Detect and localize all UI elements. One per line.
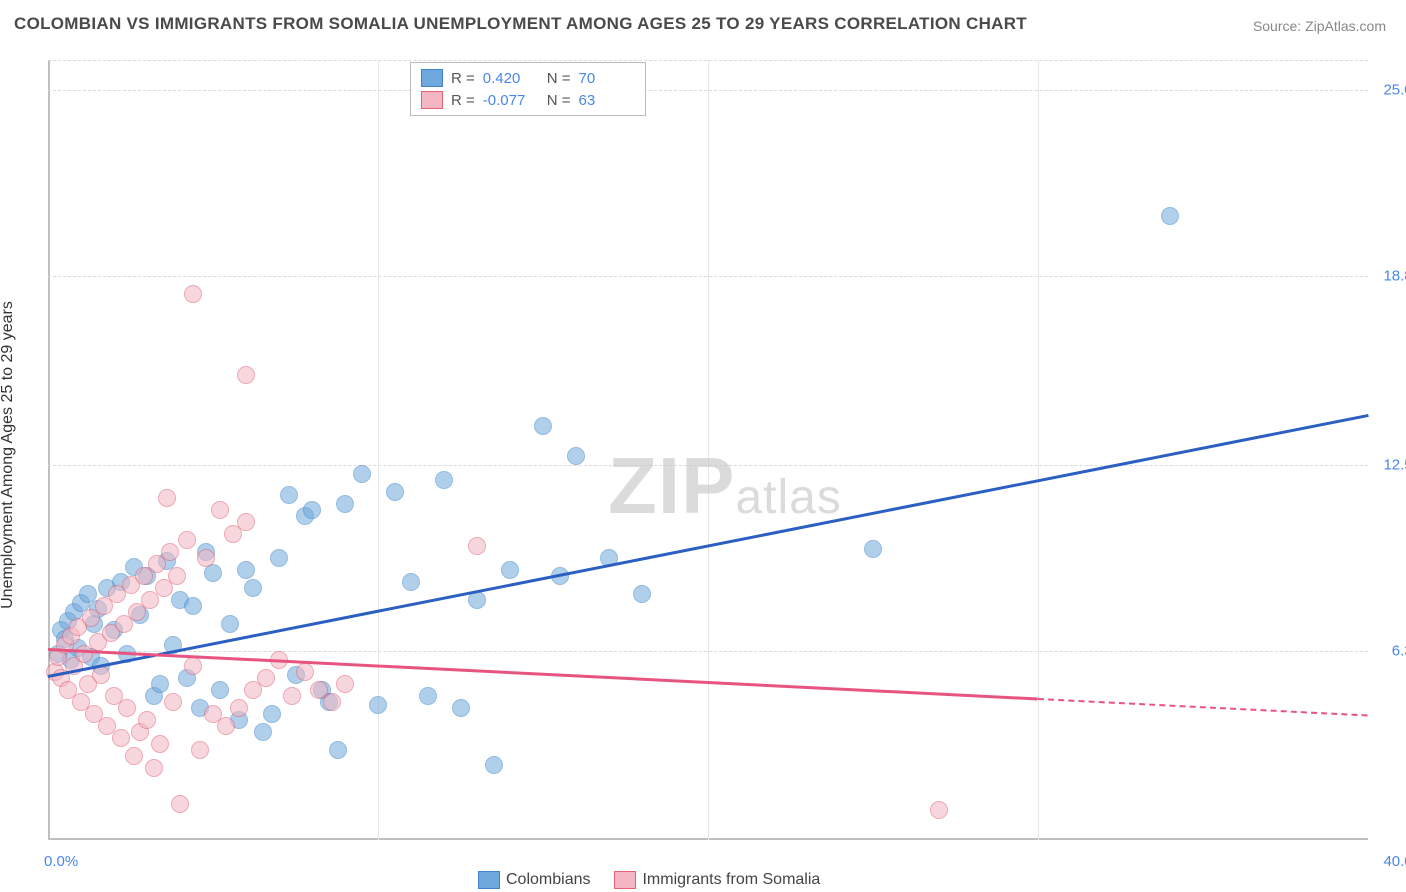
legend-stats-row: R = 0.420 N = 70 (421, 67, 635, 89)
legend-swatch (478, 871, 500, 889)
data-point (336, 495, 354, 513)
data-point (161, 543, 179, 561)
data-point (184, 285, 202, 303)
data-point (168, 567, 186, 585)
data-point (485, 756, 503, 774)
data-point (254, 723, 272, 741)
data-point (263, 705, 281, 723)
data-point (237, 366, 255, 384)
data-point (257, 669, 275, 687)
data-point (452, 699, 470, 717)
gridline-v (378, 60, 379, 840)
data-point (280, 486, 298, 504)
data-point (164, 693, 182, 711)
legend-label: Colombians (506, 871, 590, 888)
legend-swatch (421, 91, 443, 109)
data-point (211, 501, 229, 519)
data-point (151, 675, 169, 693)
legend-series: Colombians Immigrants from Somalia (478, 871, 820, 889)
data-point (501, 561, 519, 579)
gridline-v (1038, 60, 1039, 840)
data-point (184, 657, 202, 675)
data-point (864, 540, 882, 558)
data-point (468, 537, 486, 555)
scatter-plot: 6.3%12.5%18.8%25.0%0.0%40.0%ZIPatlas (48, 60, 1368, 840)
data-point (237, 513, 255, 531)
trend-line (1038, 698, 1368, 716)
data-point (230, 699, 248, 717)
data-point (296, 663, 314, 681)
data-point (125, 747, 143, 765)
data-point (369, 696, 387, 714)
legend-item: Immigrants from Somalia (614, 871, 820, 889)
data-point (211, 681, 229, 699)
data-point (283, 687, 301, 705)
data-point (323, 693, 341, 711)
data-point (1161, 207, 1179, 225)
x-tick-label: 0.0% (44, 853, 78, 870)
data-point (221, 615, 239, 633)
data-point (151, 735, 169, 753)
data-point (303, 501, 321, 519)
data-point (419, 687, 437, 705)
data-point (567, 447, 585, 465)
data-point (237, 561, 255, 579)
y-axis-label: Unemployment Among Ages 25 to 29 years (0, 301, 17, 609)
legend-stats-row: R = -0.077 N = 63 (421, 89, 635, 111)
data-point (138, 711, 156, 729)
x-tick-label: 40.0% (1383, 853, 1406, 870)
source-attribution: Source: ZipAtlas.com (1253, 18, 1386, 34)
y-tick-label: 6.3% (1392, 643, 1406, 660)
data-point (402, 573, 420, 591)
data-point (118, 699, 136, 717)
legend-label: Immigrants from Somalia (642, 871, 820, 888)
data-point (435, 471, 453, 489)
data-point (386, 483, 404, 501)
data-point (171, 795, 189, 813)
data-point (633, 585, 651, 603)
data-point (184, 597, 202, 615)
source-label: Source: (1253, 18, 1301, 34)
legend-stats: R = 0.420 N = 70R = -0.077 N = 63 (410, 62, 646, 116)
legend-swatch (421, 69, 443, 87)
y-tick-label: 18.8% (1383, 268, 1406, 285)
gridline-v (708, 60, 709, 840)
data-point (145, 759, 163, 777)
y-tick-label: 12.5% (1383, 457, 1406, 474)
data-point (336, 675, 354, 693)
data-point (353, 465, 371, 483)
data-point (178, 531, 196, 549)
data-point (191, 741, 209, 759)
data-point (112, 729, 130, 747)
data-point (197, 549, 215, 567)
y-tick-label: 25.0% (1383, 82, 1406, 99)
data-point (270, 549, 288, 567)
data-point (217, 717, 235, 735)
y-axis (48, 60, 50, 840)
chart-title: COLOMBIAN VS IMMIGRANTS FROM SOMALIA UNE… (14, 14, 1027, 34)
data-point (329, 741, 347, 759)
data-point (534, 417, 552, 435)
data-point (930, 801, 948, 819)
watermark: ZIPatlas (608, 440, 842, 532)
data-point (158, 489, 176, 507)
data-point (244, 579, 262, 597)
source-value: ZipAtlas.com (1305, 18, 1386, 34)
legend-swatch (614, 871, 636, 889)
legend-item: Colombians (478, 871, 590, 889)
